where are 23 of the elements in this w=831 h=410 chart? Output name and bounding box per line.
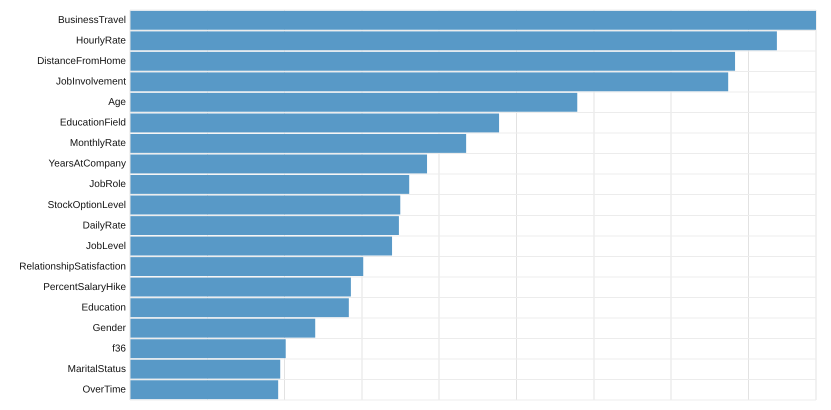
bar [130,31,777,50]
y-tick-label: JobLevel [86,240,126,252]
y-tick-label: OverTime [82,384,126,396]
y-tick-label: MaritalStatus [68,364,126,375]
y-tick-label: DistanceFromHome [37,56,126,68]
y-tick-label: Education [82,302,126,314]
bar [130,10,816,30]
y-tick-label: DailyRate [82,220,126,232]
bar [130,360,280,379]
y-tick-label: JobInvolvement [56,76,126,88]
y-tick-label: StockOptionLevel [48,200,126,211]
y-tick-label: MonthlyRate [70,138,126,150]
y-tick-label: PercentSalaryHike [43,282,126,293]
y-tick-label: RelationshipSatisfaction [19,261,126,272]
y-tick-label: f36 [112,343,126,354]
bar [130,380,278,400]
y-tick-label: EducationField [60,118,126,129]
y-tick-label: Gender [92,322,127,334]
y-tick-label: HourlyRate [76,36,126,47]
y-tick-label: Age [108,97,126,108]
y-tick-label: JobRole [89,179,126,190]
y-tick-label: BusinessTravel [58,15,126,26]
y-tick-label: YearsAtCompany [48,158,126,170]
